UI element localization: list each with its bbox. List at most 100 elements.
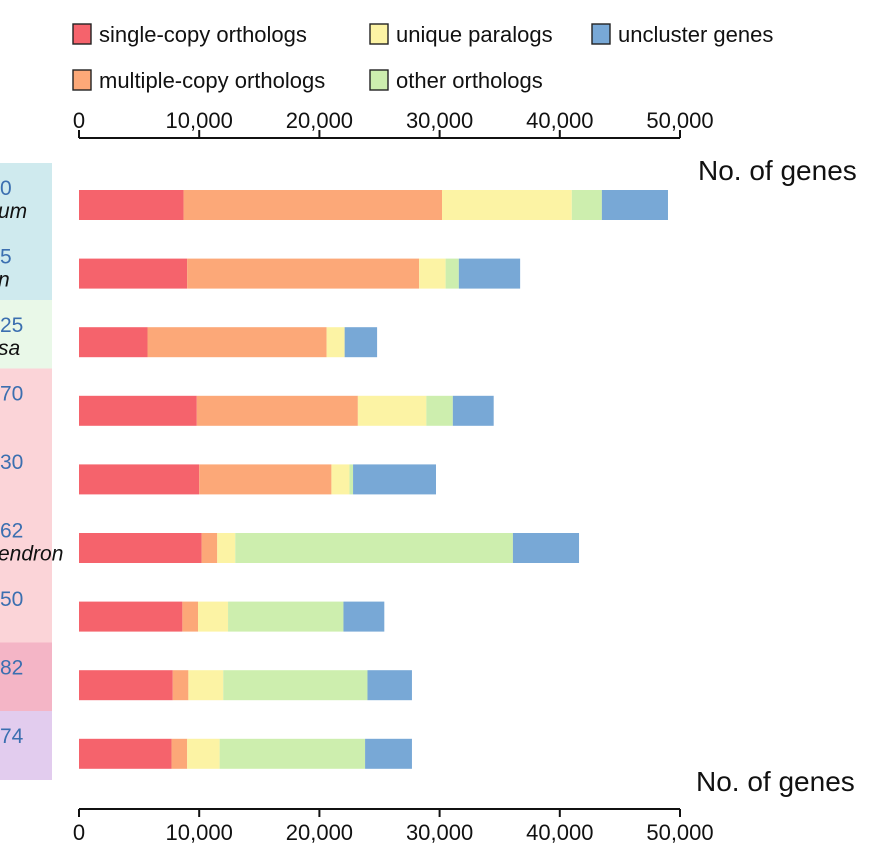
tick-label: 10,000 xyxy=(166,820,233,845)
tick-label: 0 xyxy=(73,820,85,845)
legend-swatch-single xyxy=(72,23,92,45)
bar-segment-unclustered xyxy=(353,464,436,495)
bar-segment-unique xyxy=(217,533,236,563)
species-gene-count: 82 xyxy=(0,657,23,680)
species-band xyxy=(0,574,52,643)
tick-label: 30,000 xyxy=(406,108,473,133)
species-band xyxy=(0,163,52,232)
bar-segment-unclustered xyxy=(367,670,412,701)
bar-segment-unique xyxy=(187,738,220,769)
legend-label-unique: unique paralogs xyxy=(396,22,553,47)
bar-segment-multiple xyxy=(182,601,198,632)
bar-segment-unique xyxy=(419,258,446,289)
legend-item-multiple: multiple-copy orthologs xyxy=(72,68,325,93)
tick-label: 20,000 xyxy=(286,108,353,133)
bar-row xyxy=(79,738,412,769)
species-gene-count: 70 xyxy=(0,383,23,406)
bar-row xyxy=(79,464,436,495)
bar-segment-other xyxy=(228,601,344,632)
bar-segment-unclustered xyxy=(458,258,521,289)
bar-segment-multiple xyxy=(187,258,420,289)
tick-label: 40,000 xyxy=(526,820,593,845)
bar-segment-single xyxy=(79,395,197,426)
legend-label-unclustered: uncluster genes xyxy=(618,22,773,47)
tick-label: 0 xyxy=(73,108,85,133)
bar-segment-unclustered xyxy=(343,601,385,632)
bar-row xyxy=(79,190,668,220)
species-gene-count: 0 xyxy=(0,177,12,200)
species-name: endron xyxy=(0,543,63,566)
bar-segment-single xyxy=(79,738,172,769)
bar-segment-multiple xyxy=(183,190,443,220)
tick-label: 50,000 xyxy=(646,820,713,845)
tick-label: 50,000 xyxy=(646,108,713,133)
bar-segment-unique xyxy=(188,670,224,701)
legend-label-other: other orthologs xyxy=(396,68,543,93)
bar-segment-unique xyxy=(357,395,427,426)
bar-segment-unique xyxy=(326,327,345,358)
bar-row xyxy=(79,670,412,701)
bar-segment-other xyxy=(445,258,459,289)
bar-segment-multiple xyxy=(147,327,327,358)
legend-item-unique: unique paralogs xyxy=(369,22,553,47)
bar-segment-unclustered xyxy=(512,533,580,563)
bar-segment-other xyxy=(426,395,453,426)
bar-row xyxy=(79,327,378,358)
bar-segment-single xyxy=(79,601,183,632)
bar-segment-multiple xyxy=(171,738,188,769)
bar-segment-multiple xyxy=(201,533,218,563)
bar-row xyxy=(79,533,580,563)
species-band xyxy=(0,231,52,301)
species-band xyxy=(0,642,52,712)
bar-segment-other xyxy=(219,738,366,769)
bar-segment-single xyxy=(79,533,202,563)
legend-label-multiple: multiple-copy orthologs xyxy=(99,68,325,93)
x-axis-title-top: No. of genes xyxy=(698,155,857,186)
tick-label: 30,000 xyxy=(406,820,473,845)
legend-item-other: other orthologs xyxy=(369,68,543,93)
species-band xyxy=(0,300,52,369)
bar-row xyxy=(79,601,385,632)
bar-segment-single xyxy=(79,190,184,220)
bar-segment-other xyxy=(571,190,602,220)
legend-item-single: single-copy orthologs xyxy=(72,22,307,47)
tick-label: 40,000 xyxy=(526,108,593,133)
bar-segment-other xyxy=(223,670,368,701)
species-name: um xyxy=(0,200,27,223)
legend: single-copy orthologs unique paralogs un… xyxy=(72,22,773,93)
species-band xyxy=(0,711,52,780)
legend-item-unclustered: uncluster genes xyxy=(591,22,773,47)
species-gene-count: 25 xyxy=(0,314,23,337)
tick-label: 10,000 xyxy=(166,108,233,133)
bar-segment-unique xyxy=(331,464,350,495)
bar-row xyxy=(79,258,521,289)
species-gene-count: 50 xyxy=(0,588,23,611)
tick-label: 20,000 xyxy=(286,820,353,845)
x-axis-title-bottom: No. of genes xyxy=(696,766,855,797)
bar-segment-unique xyxy=(197,601,229,632)
species-gene-count: 5 xyxy=(0,246,12,269)
top-x-axis: 0 10,000 20,000 30,000 40,000 50,000 xyxy=(73,108,714,139)
bar-segment-unclustered xyxy=(344,327,378,358)
species-gene-count: 74 xyxy=(0,725,24,748)
bar-segment-multiple xyxy=(172,670,189,701)
legend-swatch-unclustered xyxy=(591,23,611,45)
species-name: sa xyxy=(0,337,20,360)
bar-segment-single xyxy=(79,327,148,358)
legend-swatch-unique xyxy=(369,23,389,45)
bar-segment-unclustered xyxy=(452,395,494,426)
species-band xyxy=(0,505,52,575)
species-gene-count: 30 xyxy=(0,451,23,474)
bar-segment-single xyxy=(79,258,188,289)
legend-swatch-multiple xyxy=(72,69,92,91)
bar-segment-single xyxy=(79,464,200,495)
species-band xyxy=(0,437,52,506)
bar-segment-single xyxy=(79,670,173,701)
bar-segment-multiple xyxy=(196,395,358,426)
bar-segment-other xyxy=(235,533,513,563)
legend-swatch-other xyxy=(369,69,389,91)
bar-segment-unique xyxy=(442,190,572,220)
bar-segment-unclustered xyxy=(365,738,412,769)
